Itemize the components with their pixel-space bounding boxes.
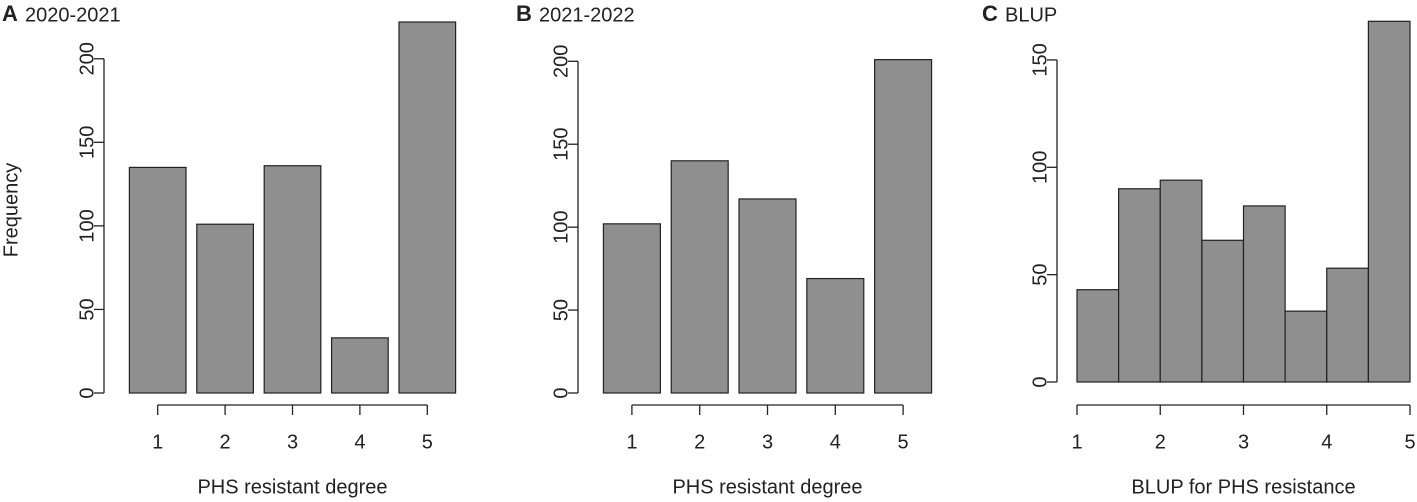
x-tick-label: 2 (694, 431, 705, 453)
x-axis-label: PHS resistant degree (197, 476, 387, 498)
x-tick-label: 3 (762, 431, 773, 453)
chart-title: 2021-2022 (539, 4, 635, 26)
x-tick-label: 4 (1321, 431, 1332, 453)
x-tick-label: 1 (626, 431, 637, 453)
bar (263, 165, 322, 394)
histogram-bar (1118, 188, 1161, 383)
histogram-bar (1201, 239, 1245, 383)
y-tick-label: 150 (550, 128, 572, 161)
x-tick-label: 1 (152, 431, 163, 453)
bar (602, 223, 661, 394)
bar (806, 277, 865, 394)
x-tick-label: 5 (1404, 431, 1415, 453)
bar (874, 59, 933, 394)
x-tick-label: 3 (287, 431, 298, 453)
bar (330, 337, 389, 394)
y-tick-label: 100 (550, 210, 572, 243)
histogram-bar (1326, 267, 1369, 383)
y-tick-label: 150 (1029, 43, 1051, 76)
y-tick-label: 50 (1029, 264, 1051, 286)
panel-label: C (982, 1, 998, 26)
x-axis-label: PHS resistant degree (672, 476, 862, 498)
chart-title: 2020-2021 (25, 4, 121, 26)
x-tick-label: 2 (220, 431, 231, 453)
x-axis-label: BLUP for PHS resistance (1131, 476, 1355, 498)
x-tick-label: 3 (1238, 431, 1249, 453)
bar (196, 223, 255, 394)
y-tick-label: 200 (76, 42, 98, 75)
y-tick-label: 0 (76, 387, 98, 398)
panel-label: A (2, 1, 18, 26)
bar (670, 160, 729, 394)
x-tick-label: 1 (1071, 431, 1082, 453)
chart-title: BLUP (1005, 4, 1057, 26)
y-tick-label: 100 (76, 209, 98, 242)
panel-label: B (516, 1, 532, 26)
x-tick-label: 4 (354, 431, 365, 453)
x-tick-label: 2 (1155, 431, 1166, 453)
y-tick-label: 100 (1029, 151, 1051, 184)
histogram-bar (1367, 20, 1411, 383)
y-tick-label: 50 (76, 298, 98, 320)
bar (128, 166, 187, 394)
x-tick-label: 5 (422, 431, 433, 453)
y-tick-label: 150 (76, 126, 98, 159)
histogram-bar (1076, 289, 1120, 383)
x-tick-label: 5 (898, 431, 909, 453)
y-tick-label: 0 (1029, 376, 1051, 387)
y-tick-label: 200 (550, 45, 572, 78)
histogram-bar (1159, 179, 1203, 383)
y-axis-label: Frequency (0, 163, 22, 258)
histogram-bar (1242, 205, 1286, 383)
histogram-bar (1284, 310, 1328, 383)
y-tick-label: 50 (550, 299, 572, 321)
y-tick-label: 0 (550, 387, 572, 398)
bar (738, 198, 797, 394)
x-tick-label: 4 (830, 431, 841, 453)
bar (398, 21, 457, 394)
